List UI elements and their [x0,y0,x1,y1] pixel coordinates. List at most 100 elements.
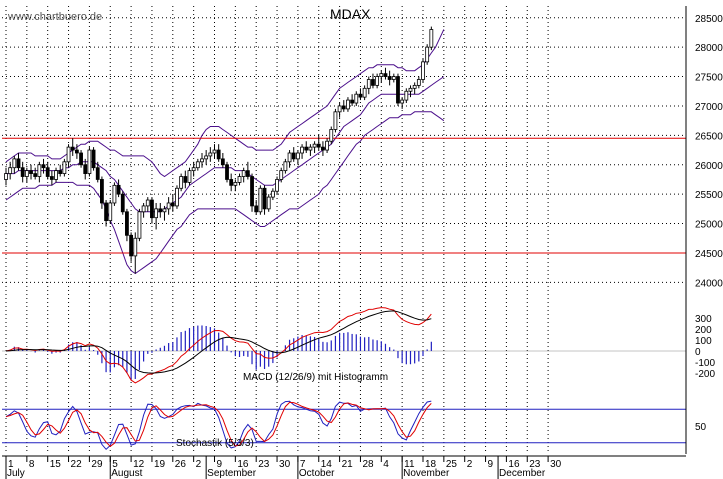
y-tick-label: 28000 [695,43,723,54]
candle-body [66,146,71,163]
x-tick-label: 2 [196,459,202,470]
macd-label: MACD (12/26/9) mit Histogramm [243,372,388,383]
x-tick-label: 15 [50,459,62,470]
candle-body [29,170,33,174]
candle-body [154,208,159,219]
candle-body [45,167,50,177]
x-tick-label: 23 [529,459,541,470]
candle-body [70,146,75,151]
candle-body [383,73,388,77]
bollinger-bands [5,29,445,275]
candle-body [333,111,338,130]
candle-body [429,29,434,48]
candle-body [91,149,96,169]
y-tick-label: 27500 [695,73,723,84]
month-label: August [111,468,142,479]
candle-body [337,105,342,113]
y-tick-label: 26000 [695,161,723,172]
macd-tick-label: 200 [695,325,712,336]
candle-body [58,170,63,174]
candle-body [245,170,250,177]
y-tick-label: 27000 [695,102,723,113]
stochastic-tick-label: 50 [695,422,707,433]
month-label: October [299,468,335,479]
candle-body [287,152,292,163]
candle-body [275,179,279,192]
candle-body [183,176,188,183]
candle-body [358,93,363,98]
candle-body [204,155,209,160]
candle-body [116,184,121,195]
candle-body [108,202,113,222]
candle-body [350,99,355,104]
macd-tick-label: 300 [695,314,712,325]
watermark: www.chartbuero.de [7,11,102,23]
stochastic-panel [2,400,686,451]
x-tick-label: 18 [425,459,437,470]
candle-body [175,187,179,207]
candle-body [37,164,42,177]
candle-body [41,164,46,169]
candle-body [112,184,117,204]
candle-body [141,205,146,213]
candle-body [341,105,346,110]
x-tick-label: 30 [279,459,291,470]
candle-body [387,76,392,80]
y-tick-label: 25000 [695,220,723,231]
candle-body [162,208,167,213]
candle-body [346,99,350,110]
y-tick-label: 28500 [695,14,723,25]
month-label: July [7,468,25,479]
x-tick-label: 25 [446,459,458,470]
bollinger-upper-line [5,29,445,178]
x-tick-label: 21 [342,459,354,470]
y-tick-label: 26500 [695,131,723,142]
x-tick-label: 22 [71,459,83,470]
candle-body [421,61,425,80]
candle-body [100,179,104,204]
x-tick-label: 26 [175,459,187,470]
candle-body [125,211,129,236]
candle-body [270,190,275,198]
x-tick-label: 9 [488,459,494,470]
stochastic-d-line [5,401,432,447]
candle-body [291,152,296,160]
x-tick-label: 16 [237,459,249,470]
candle-body [145,199,150,207]
candle-body [12,158,17,169]
month-label: November [403,468,450,479]
candle-body [266,196,271,210]
macd-line [5,307,432,384]
candle-body [404,90,409,101]
macd-signal-line [5,310,432,374]
candle-body [283,161,288,172]
candle-body [24,170,29,177]
x-tick-label: 12 [133,459,145,470]
horizontal-levels [2,137,686,254]
candle-body [237,176,242,183]
candle-body [133,237,138,257]
candle-body [195,161,200,169]
macd-tick-label: 100 [695,336,712,347]
x-tick-label: 16 [508,459,520,470]
candle-body [354,93,359,104]
candle-body [241,170,246,177]
candle-body [250,176,254,207]
candle-body [87,149,92,174]
candle-body [187,170,192,183]
candle-body [120,193,125,213]
candle-body [83,164,88,174]
x-tick-label: 8 [29,459,35,470]
candle-body [375,76,380,86]
grid [2,6,686,454]
x-tick-label: 5 [112,459,118,470]
candle-body [300,146,304,154]
bollinger-lower-line [5,111,445,275]
macd-panel [2,307,686,384]
candle-body [295,152,300,160]
x-tick-label: 23 [258,459,270,470]
candle-body [416,79,421,86]
candlestick-series [4,26,434,274]
candle-body [391,76,396,80]
candle-body [371,79,375,86]
